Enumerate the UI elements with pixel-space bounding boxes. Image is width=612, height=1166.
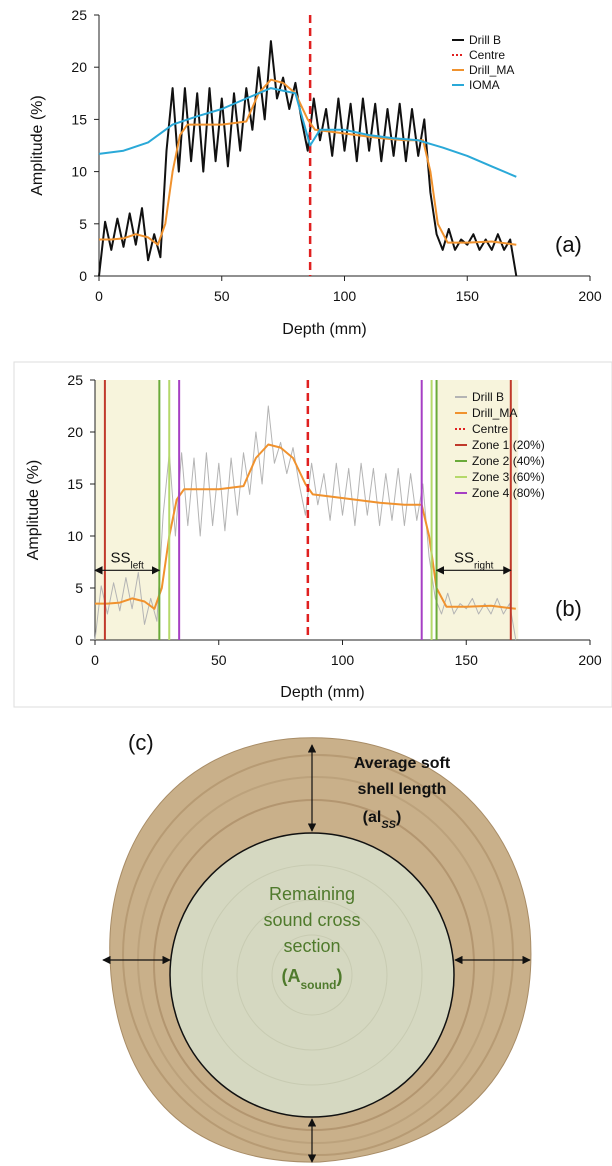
panel-label: (a): [555, 232, 582, 257]
x-tick-label: 200: [578, 288, 602, 304]
legend-label: Drill B: [472, 390, 504, 404]
symbol-text: ): [337, 966, 343, 986]
shell-label: shell length: [358, 781, 447, 798]
series-line: [99, 78, 517, 246]
symbol-text: ): [396, 809, 401, 826]
legend-label: Drill B: [469, 33, 501, 47]
y-axis-title: Amplitude (%): [25, 460, 42, 560]
x-tick-label: 100: [333, 288, 357, 304]
y-tick-label: 15: [67, 476, 83, 492]
annotation-sub: left: [131, 560, 145, 571]
annotation-label: SSleft: [110, 549, 144, 571]
y-axis-title: Amplitude (%): [29, 95, 46, 195]
sound-label: sound cross: [263, 910, 360, 930]
y-tick-label: 10: [71, 164, 87, 180]
x-tick-label: 50: [211, 652, 227, 668]
series-line: [94, 405, 517, 641]
ring: [271, 934, 353, 1016]
y-tick-label: 25: [71, 7, 87, 23]
annotation-label: SSright: [454, 549, 494, 571]
annotation-text: SS: [454, 549, 474, 566]
y-tick-label: 5: [79, 216, 87, 232]
ring: [236, 899, 388, 1051]
x-tick-label: 150: [455, 652, 479, 668]
panel-b-frame: [13, 361, 612, 708]
legend-label: Drill_MA: [469, 63, 514, 77]
legend-label: Zone 4 (80%): [472, 486, 545, 500]
ring: [122, 754, 514, 1156]
legend-label: Centre: [469, 48, 505, 62]
x-tick-label: 200: [578, 652, 602, 668]
y-tick-label: 15: [71, 111, 87, 127]
x-axis-title: Depth (mm): [280, 684, 364, 701]
series-line: [98, 40, 518, 277]
y-tick-label: 0: [75, 632, 83, 648]
y-tick-label: 25: [67, 372, 83, 388]
shell-label: Average soft: [354, 755, 451, 772]
y-tick-label: 5: [75, 580, 83, 596]
annotation-sub: right: [474, 560, 494, 571]
legend-label: Zone 3 (60%): [472, 470, 545, 484]
y-tick-label: 20: [67, 424, 83, 440]
shaded-region: [436, 380, 519, 640]
series-line: [98, 87, 517, 178]
sound-label: Remaining: [269, 884, 355, 904]
y-tick-label: 10: [67, 528, 83, 544]
x-tick-label: 0: [91, 652, 99, 668]
x-axis-title: Depth (mm): [282, 321, 366, 338]
legend-label: Centre: [472, 422, 508, 436]
series-line: [95, 443, 516, 610]
symbol-text: (al: [363, 809, 382, 826]
annotation-text: SS: [110, 549, 130, 566]
symbol-text: (A: [282, 966, 301, 986]
x-tick-label: 0: [95, 288, 103, 304]
legend-label: Zone 2 (40%): [472, 454, 545, 468]
symbol-sub: sound: [301, 978, 337, 992]
panel-label: (c): [128, 730, 154, 755]
ring: [201, 864, 423, 1086]
shell-symbol: (alSS): [363, 809, 402, 831]
legend-label: IOMA: [469, 78, 500, 92]
y-tick-label: 20: [71, 59, 87, 75]
sound-section: [169, 832, 455, 1118]
legend-label: Drill_MA: [472, 406, 517, 420]
legend-label: Zone 1 (20%): [472, 438, 545, 452]
x-tick-label: 50: [214, 288, 230, 304]
panel-c: (c) Average soft shell length (alSS) Rem…: [102, 730, 532, 1163]
panel-label: (b): [555, 596, 582, 621]
x-tick-label: 100: [331, 652, 355, 668]
sound-symbol: (Asound): [282, 966, 343, 992]
y-tick-label: 0: [79, 268, 87, 284]
sound-label: section: [283, 936, 340, 956]
symbol-sub: SS: [381, 819, 396, 831]
x-tick-label: 150: [456, 288, 480, 304]
